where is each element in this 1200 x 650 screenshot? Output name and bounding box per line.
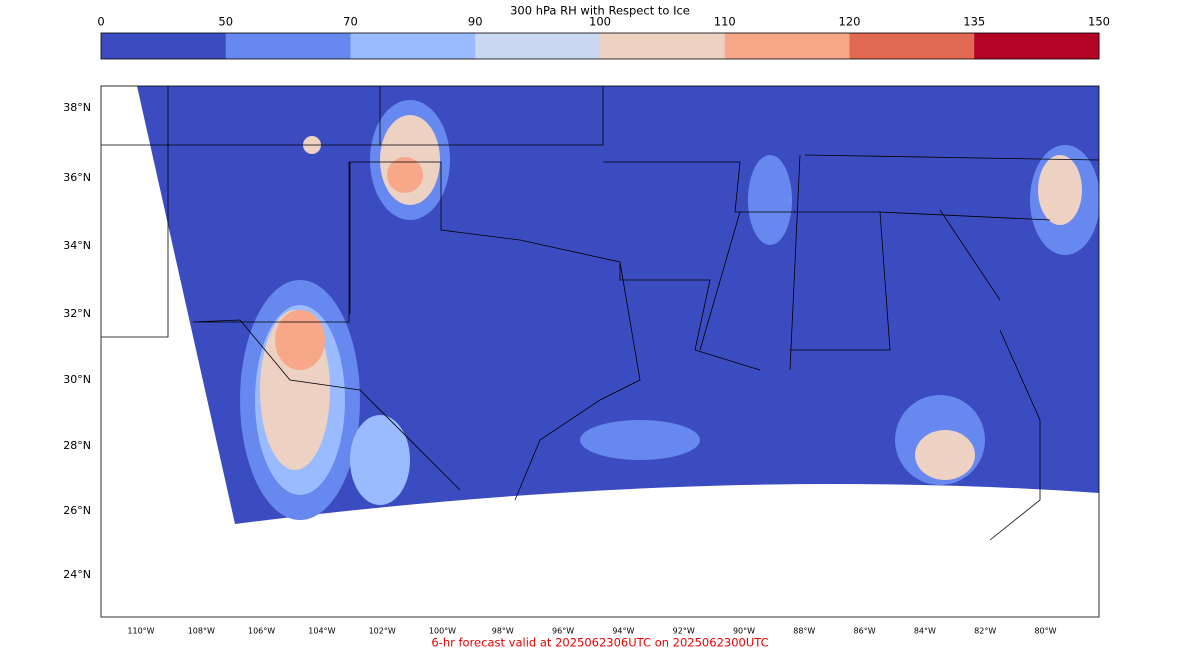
colorbar-tick-label: 110 — [714, 15, 736, 29]
lon-labels: 110°W 108°W 106°W 104°W 102°W 100°W 98°W 96°W 94… — [127, 627, 1056, 636]
colorbar-segment — [974, 33, 1100, 59]
lat-label: 24°N — [63, 568, 91, 581]
lon-label: 86°W — [854, 627, 876, 636]
lat-label: 32°N — [63, 307, 91, 320]
moisture-blobs — [240, 100, 1099, 520]
lon-label: 88°W — [793, 627, 815, 636]
lon-label: 84°W — [914, 627, 936, 636]
lon-label: 82°W — [974, 627, 996, 636]
colorbar-segment — [475, 33, 601, 59]
lon-label: 96°W — [552, 627, 574, 636]
lat-label: 26°N — [63, 504, 91, 517]
colorbar-title: 300 hPa RH with Respect to Ice — [510, 4, 690, 18]
lat-label: 38°N — [63, 101, 91, 114]
lon-label: 102°W — [369, 627, 396, 636]
colorbar-segment — [724, 33, 850, 59]
lon-label: 94°W — [612, 627, 634, 636]
colorbar-tick-label: 50 — [218, 15, 233, 29]
lon-label: 98°W — [492, 627, 514, 636]
map-frame — [100, 85, 1100, 618]
lon-label: 108°W — [188, 627, 215, 636]
lat-labels: 38°N 36°N 34°N 32°N 30°N 28°N 26°N 24°N — [63, 101, 91, 581]
colorbar-tick-label: 70 — [343, 15, 358, 29]
lon-label: 90°W — [733, 627, 755, 636]
lon-label: 80°W — [1034, 627, 1056, 636]
lat-label: 34°N — [63, 239, 91, 252]
colorbar-tick-label: 135 — [963, 15, 985, 29]
colorbar-segment — [225, 33, 351, 59]
colorbar-tick-label: 0 — [97, 15, 104, 29]
map — [100, 85, 1100, 618]
colorbar-tick-label: 120 — [839, 15, 861, 29]
lon-label: 100°W — [429, 627, 456, 636]
lat-label: 30°N — [63, 373, 91, 386]
footer: 6-hr forecast valid at 2025062306UTC on … — [431, 636, 768, 650]
colorbar-segment — [600, 33, 726, 59]
colorbar-tick-label: 100 — [589, 15, 611, 29]
lon-label: 92°W — [673, 627, 695, 636]
colorbar-segment — [849, 33, 975, 59]
colorbar-tick-label: 90 — [468, 15, 483, 29]
colorbar-frame — [100, 32, 1100, 60]
colorbar: 0 50 70 90 100 110 120 135 150 — [97, 15, 1110, 59]
lon-label: 104°W — [308, 627, 335, 636]
lat-label: 28°N — [63, 439, 91, 452]
boundaries — [101, 86, 1099, 541]
forecast-domain — [137, 86, 1099, 524]
colorbar-segment — [101, 33, 227, 59]
lon-label: 110°W — [127, 627, 154, 636]
colorbar-tick-label: 150 — [1088, 15, 1110, 29]
colorbar-segment — [350, 33, 476, 59]
lat-label: 36°N — [63, 171, 91, 184]
lon-label: 106°W — [248, 627, 275, 636]
